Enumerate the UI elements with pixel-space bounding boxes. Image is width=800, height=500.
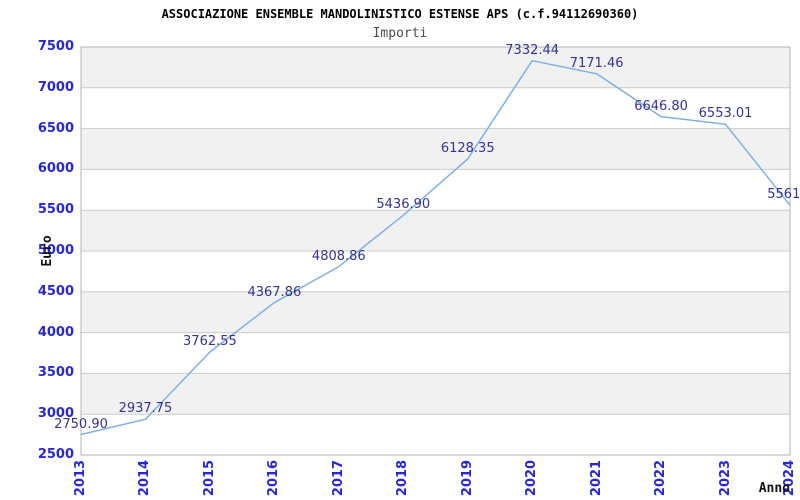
x-axis-title: Anno <box>758 481 790 496</box>
y-tick-label: 7500 <box>37 39 74 54</box>
x-tick-label: 2016 <box>266 459 282 497</box>
y-tick-label: 6000 <box>37 161 74 177</box>
x-tick-label: 2021 <box>588 459 604 497</box>
point-value-label: 6553.01 <box>698 106 753 122</box>
point-value-label: 6128.35 <box>440 140 495 156</box>
data-line <box>80 59 791 436</box>
plot-band <box>81 47 790 88</box>
x-tick-label: 2020 <box>524 459 540 497</box>
y-tick-label: 4000 <box>37 324 74 340</box>
y-tick-label: 4500 <box>37 283 74 299</box>
y-tick-label: 7000 <box>37 79 74 95</box>
x-tick-label: 2014 <box>137 459 153 497</box>
plot-band <box>81 373 790 415</box>
chart-title: ASSOCIAZIONE ENSEMBLE MANDOLINISTICO EST… <box>161 7 639 21</box>
y-tick-label: 2500 <box>37 447 74 462</box>
point-value-label: 3762.55 <box>183 333 237 349</box>
plot-band <box>81 332 790 374</box>
point-value-label: 6646.80 <box>634 98 688 114</box>
y-tick-label: 3000 <box>37 406 74 422</box>
plot-band <box>81 414 790 455</box>
plot-band <box>81 87 790 129</box>
point-value-label: 2750.90 <box>54 416 108 432</box>
x-tick-label: 2017 <box>330 459 346 497</box>
plot-band <box>81 210 790 251</box>
point-value-label: 7171.46 <box>569 55 624 71</box>
plot-border <box>80 46 791 456</box>
x-tick-label: 2018 <box>395 459 411 497</box>
x-tick-label: 2015 <box>201 459 217 497</box>
plot-band <box>81 251 790 292</box>
y-tick-label: 5500 <box>37 202 74 218</box>
x-tick-label: 2022 <box>653 459 669 497</box>
plot-band <box>81 291 790 333</box>
x-tick-label: 2013 <box>73 459 88 497</box>
y-tick-label: 3500 <box>37 365 74 381</box>
point-value-label: 7332.44 <box>505 42 560 58</box>
plot-band <box>81 169 790 211</box>
chart-subtitle: Importi <box>372 26 428 41</box>
point-value-label: 4367.86 <box>247 284 302 300</box>
point-value-label: 4808.86 <box>311 248 366 264</box>
point-value-label: 5436.90 <box>376 197 431 213</box>
x-tick-label: 2019 <box>459 459 475 497</box>
y-axis-title: Euro <box>40 235 55 267</box>
y-tick-label: 6500 <box>37 120 74 136</box>
plot-band <box>81 128 790 170</box>
point-value-label: 5561.1 <box>767 187 800 203</box>
point-value-label: 2937.75 <box>118 401 173 417</box>
y-tick-label: 5000 <box>37 243 74 258</box>
